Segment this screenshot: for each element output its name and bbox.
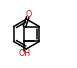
Text: OH: OH — [18, 49, 30, 58]
Text: O: O — [26, 10, 32, 19]
